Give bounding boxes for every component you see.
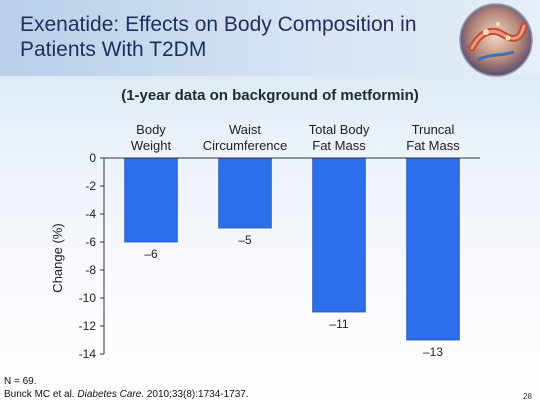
slide-title: Exenatide: Effects on Body Composition i… xyxy=(20,13,417,61)
gut-hormone-illustration-icon xyxy=(459,3,533,77)
y-tick-label: -14 xyxy=(79,347,97,361)
y-tick-label: 0 xyxy=(89,151,96,165)
y-axis-title: Change (%) xyxy=(50,223,65,292)
y-tick-label: -12 xyxy=(79,319,97,333)
y-tick-label: -4 xyxy=(85,207,96,221)
x-category-label: Body Weight xyxy=(131,122,172,153)
y-tick-label: -6 xyxy=(85,235,96,249)
data-label: –11 xyxy=(329,317,348,331)
chart-subtitle: (1-year data on background of metformin) xyxy=(121,87,419,104)
page-number: 28 xyxy=(523,392,532,401)
y-tick-label: -2 xyxy=(85,179,96,193)
citation-authors: Bunck MC et al. xyxy=(4,389,75,400)
chart-bar xyxy=(312,157,366,313)
x-category-label: Waist Circumference xyxy=(203,122,288,153)
x-category-label: Total Body Fat Mass xyxy=(309,122,370,153)
y-tick-label: -10 xyxy=(79,291,97,305)
citation-journal: Diabetes Care xyxy=(77,389,142,400)
citation-details: . 2010;33(8):1734-1737. xyxy=(141,389,249,400)
header-band xyxy=(0,0,540,76)
bar-chart: –6 –5 –11 –13 0 -2 -4 -6 -8 -10 -12 -14 Body Weight Wa… xyxy=(50,122,480,361)
sample-size-note: N = 69. xyxy=(4,376,37,387)
chart-bar xyxy=(124,157,178,243)
data-label: –5 xyxy=(238,233,252,247)
chart-bar xyxy=(218,157,272,229)
data-label: –13 xyxy=(423,345,443,359)
x-category-label: Truncal Fat Mass xyxy=(406,122,460,153)
data-label: –6 xyxy=(144,247,158,261)
citation: Bunck MC et al. Diabetes Care. 2010;33(8… xyxy=(4,389,249,400)
chart-bar xyxy=(406,157,460,341)
y-tick-label: -8 xyxy=(85,263,96,277)
